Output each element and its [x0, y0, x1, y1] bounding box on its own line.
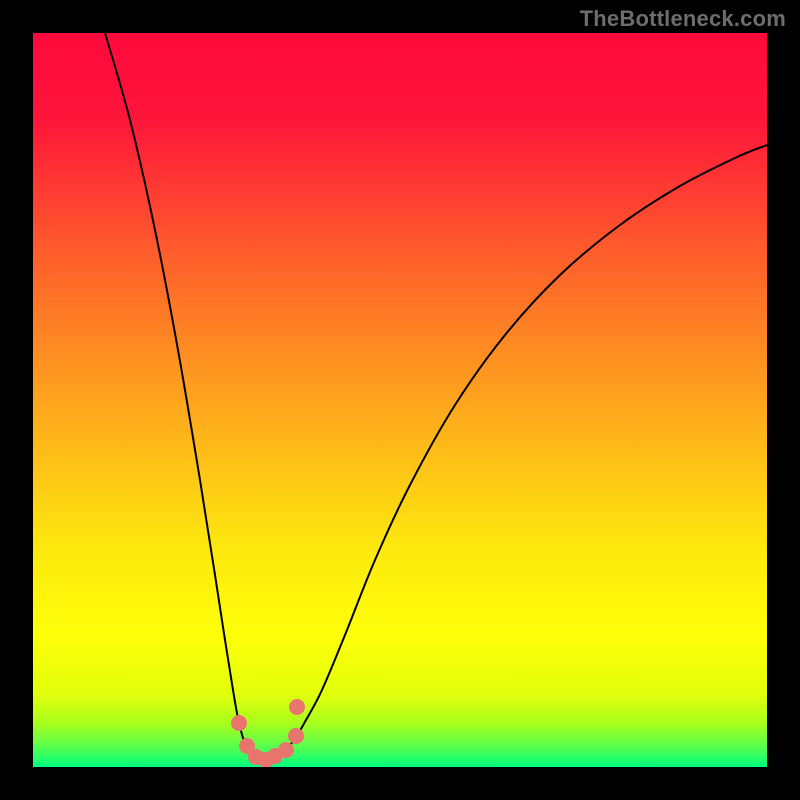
chart-container: TheBottleneck.com [0, 0, 800, 800]
bottleneck-curve-chart [0, 0, 800, 800]
gradient-plot-background [33, 33, 767, 767]
curve-marker [278, 742, 294, 758]
watermark-text: TheBottleneck.com [580, 6, 786, 32]
curve-marker [231, 715, 247, 731]
curve-marker [288, 728, 304, 744]
curve-marker [289, 699, 305, 715]
